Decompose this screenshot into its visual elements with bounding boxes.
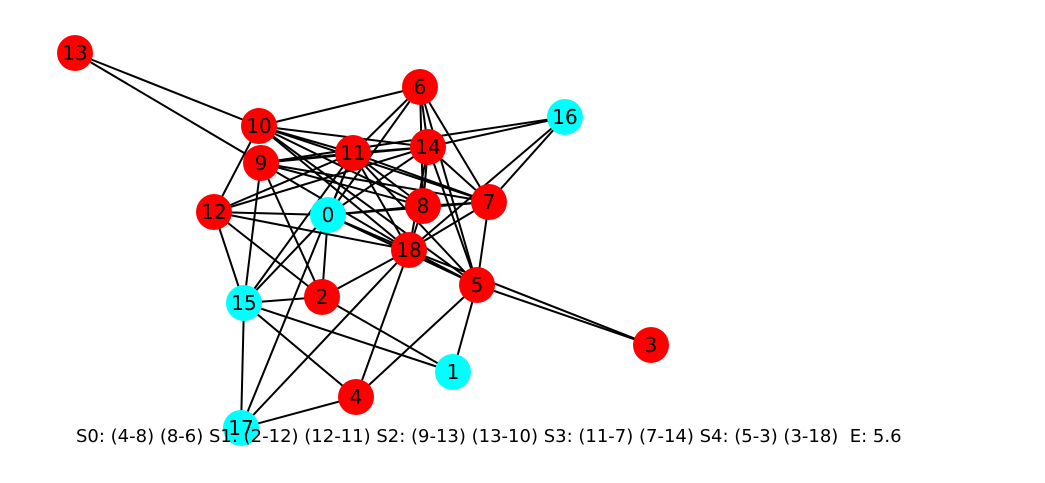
node-11: 11 [335,135,371,171]
edge-4-17 [240,396,357,429]
node-label-3: 3 [645,333,658,357]
node-label-12: 12 [201,200,226,224]
node-label-17: 17 [228,416,253,440]
node-4: 4 [338,379,374,415]
node-15: 15 [226,285,262,321]
node-label-2: 2 [316,285,329,309]
node-label-8: 8 [417,194,430,218]
node-18: 18 [391,232,427,268]
node-circle-13 [57,35,93,71]
node-circle-14 [410,129,446,165]
edge-15-1 [243,302,454,373]
node-circle-6 [402,69,438,105]
edge-11-12 [213,152,354,213]
node-circle-16 [547,99,583,135]
node-7: 7 [471,184,507,220]
node-14: 14 [410,129,446,165]
edge-5-3 [476,284,652,346]
edge-14-12 [213,146,429,213]
edge-6-5 [419,86,478,286]
node-0: 0 [310,197,346,233]
edge-12-0 [213,211,329,216]
node-circle-4 [338,379,374,415]
node-label-16: 16 [552,105,577,129]
node-circle-0 [310,197,346,233]
node-2: 2 [304,279,340,315]
edge-14-0 [327,146,429,216]
node-9: 9 [243,145,279,181]
node-circle-15 [226,285,262,321]
node-label-14: 14 [415,135,440,159]
node-circle-7 [471,184,507,220]
node-3: 3 [633,327,669,363]
node-13: 13 [57,35,93,71]
edge-16-18 [408,116,566,251]
edge-9-2 [260,162,323,298]
edge-16-14 [427,116,566,148]
node-label-18: 18 [396,238,421,262]
node-10: 10 [241,108,277,144]
edge-0-15 [243,214,329,304]
node-label-0: 0 [322,203,335,227]
edge-18-17 [240,249,410,429]
node-label-11: 11 [340,141,365,165]
node-label-15: 15 [231,291,256,315]
node-5: 5 [459,267,495,303]
node-circle-9 [243,145,279,181]
node-1: 1 [435,354,471,390]
edge-16-7 [488,116,566,203]
edge-13-10 [74,52,260,127]
edge-15-17 [240,302,245,429]
edge-13-9 [74,52,262,164]
node-12: 12 [196,194,232,230]
edge-14-5 [427,146,478,286]
edge-11-7 [352,152,490,203]
node-circle-3 [633,327,669,363]
edge-11-18 [352,152,410,251]
node-label-1: 1 [447,360,460,384]
edge-12-2 [213,211,323,298]
edge-10-18 [258,125,410,251]
solution-caption: S0: (4-8) (8-6) S1: (2-12) (12-11) S2: (… [76,426,902,447]
node-label-9: 9 [255,151,268,175]
node-label-10: 10 [246,114,271,138]
node-circle-10 [241,108,277,144]
edge-18-4 [355,249,410,398]
node-17: 17 [223,410,259,446]
node-label-5: 5 [471,273,484,297]
node-circle-8 [405,188,441,224]
edge-18-3 [408,249,652,346]
node-label-4: 4 [350,385,363,409]
node-circle-12 [196,194,232,230]
node-circle-5 [459,267,495,303]
node-6: 6 [402,69,438,105]
node-label-7: 7 [483,190,496,214]
node-circle-18 [391,232,427,268]
node-circle-17 [223,410,259,446]
node-16: 16 [547,99,583,135]
node-label-13: 13 [62,41,87,65]
edge-10-6 [258,86,421,127]
edge-10-5 [258,125,478,286]
edge-15-4 [243,302,357,398]
node-circle-2 [304,279,340,315]
node-circle-1 [435,354,471,390]
edge-5-4 [355,284,478,398]
edge-9-15 [243,162,262,304]
edge-2-1 [321,296,454,373]
edge-6-7 [419,86,490,203]
node-label-6: 6 [414,75,427,99]
node-8: 8 [405,188,441,224]
edge-10-14 [258,125,429,148]
node-circle-11 [335,135,371,171]
